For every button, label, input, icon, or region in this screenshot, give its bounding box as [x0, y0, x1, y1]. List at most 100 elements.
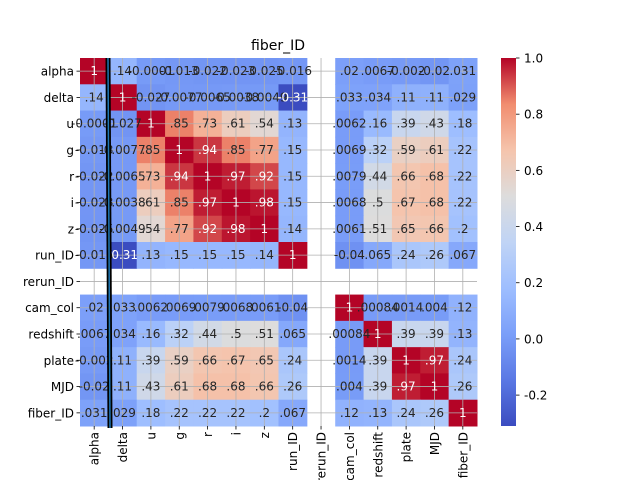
x-tick-label: g: [173, 432, 187, 440]
cell-value: .0062: [332, 117, 366, 131]
cell-value: .02: [85, 301, 104, 315]
y-tick-label: z: [68, 222, 74, 236]
cell-value: .24: [397, 406, 416, 420]
cell-value: .39: [425, 327, 444, 341]
cell-value: .22: [198, 406, 217, 420]
cell-value: .15: [198, 248, 217, 262]
cell-value: .22: [170, 406, 189, 420]
cell-value: .22: [226, 406, 245, 420]
colorbar-tick-label: 0.0: [524, 332, 543, 346]
y-tick-label: run_ID: [35, 249, 74, 263]
cell-value: .44: [368, 169, 387, 183]
cell-value: -0.0049: [99, 222, 145, 236]
cell-value: .92: [255, 169, 274, 183]
cell-value: .029: [109, 406, 136, 420]
cell-value: .0067: [361, 64, 395, 78]
y-tick-label: fiber_ID: [28, 406, 74, 420]
x-tick-label: r: [201, 432, 215, 437]
cell-value: -0.002: [387, 64, 426, 78]
cell-value: .00084: [328, 327, 370, 341]
grid-lines: [80, 58, 477, 426]
cell-value: -0.0001: [71, 117, 117, 131]
cell-value: -0.0065: [184, 90, 230, 104]
heatmap-cells: [80, 58, 478, 427]
cell-value: .067: [279, 406, 306, 420]
cell-value: .5: [230, 327, 241, 341]
cell-value: .68: [198, 380, 217, 394]
cell-value: .77: [255, 143, 274, 157]
cell-value: .0062: [134, 301, 168, 315]
cell-value: .18: [141, 406, 160, 420]
cell-value: .32: [170, 327, 189, 341]
cell-value: .0061: [332, 222, 366, 236]
cell-value: .68: [226, 380, 245, 394]
cell-value: -0.02: [79, 380, 110, 394]
cell-value: .24: [453, 353, 472, 367]
colorbar-tick-label: 0.4: [524, 220, 543, 234]
colorbar-tick-label: 1.0: [524, 52, 543, 66]
cell-value: .065: [279, 327, 306, 341]
cell-value: .22: [453, 143, 472, 157]
cell-value: .13: [368, 406, 387, 420]
cell-value: 1: [119, 90, 127, 104]
cell-value: .26: [453, 380, 472, 394]
cell-value: .59: [397, 143, 416, 157]
cell-value: .73: [198, 117, 217, 131]
cell-value: .54: [255, 117, 274, 131]
cell-value: -0.0049: [241, 90, 287, 104]
y-tick-label: rerun_ID: [23, 275, 74, 289]
cell-value: .43: [425, 117, 444, 131]
cell-value: .98: [255, 196, 274, 210]
cell-value: .85: [226, 143, 245, 157]
cell-value: .66: [255, 380, 274, 394]
cell-value: 1: [204, 169, 212, 183]
cell-value: 1: [175, 143, 183, 157]
cell-value: .59: [170, 353, 189, 367]
cell-value: .39: [368, 380, 387, 394]
cell-value: .0069: [162, 301, 196, 315]
cell-value: .0014: [389, 301, 423, 315]
cell-value: .12: [340, 406, 359, 420]
cell-annotations: 1.14-0.0001-0.013-0.022-0.023-0.025-0.01…: [71, 64, 476, 420]
cell-value: .034: [109, 327, 136, 341]
y-tick-label: cam_col: [25, 301, 74, 315]
cell-value: .15: [283, 169, 302, 183]
cell-value: .0068: [332, 196, 366, 210]
y-tick-label: plate: [44, 354, 74, 368]
y-tick-label: g: [66, 144, 74, 158]
cell-value: 1: [431, 380, 439, 394]
cell-value: 1: [90, 64, 98, 78]
cell-value: .2: [457, 222, 468, 236]
cell-value: .65: [255, 353, 274, 367]
cell-value: -0.027: [132, 90, 171, 104]
x-tick-label: run_ID: [286, 432, 300, 471]
cell-value: -0.04: [334, 248, 365, 262]
cell-value: .94: [170, 169, 189, 183]
overlay-line: [105, 57, 113, 429]
cell-value: .15: [283, 143, 302, 157]
x-tick-label: redshift: [371, 432, 385, 478]
cell-value: .85: [141, 143, 160, 157]
cell-value: .24: [283, 353, 302, 367]
cell-value: .65: [397, 222, 416, 236]
cell-value: .02: [340, 64, 359, 78]
x-tick-label: fiber_ID: [456, 432, 470, 478]
y-tick-label: u: [66, 117, 74, 131]
cell-value: -0.31: [277, 90, 308, 104]
cell-value: .73: [141, 169, 160, 183]
cell-value: .15: [226, 248, 245, 262]
cell-value: -0.013: [160, 64, 199, 78]
cell-value: .033: [336, 90, 363, 104]
colorbar-tick-label: 0.6: [524, 164, 543, 178]
cell-value: .39: [397, 327, 416, 341]
cell-value: -0.31: [107, 248, 138, 262]
cell-value: .065: [364, 248, 391, 262]
x-tick-label: z: [258, 432, 272, 438]
y-tick-label: alpha: [41, 65, 74, 79]
cell-value: 1: [374, 327, 382, 341]
cell-value: .22: [453, 169, 472, 183]
x-tick-label: cam_col: [343, 432, 357, 480]
cell-value: .11: [113, 353, 132, 367]
cell-value: 1: [346, 301, 354, 315]
